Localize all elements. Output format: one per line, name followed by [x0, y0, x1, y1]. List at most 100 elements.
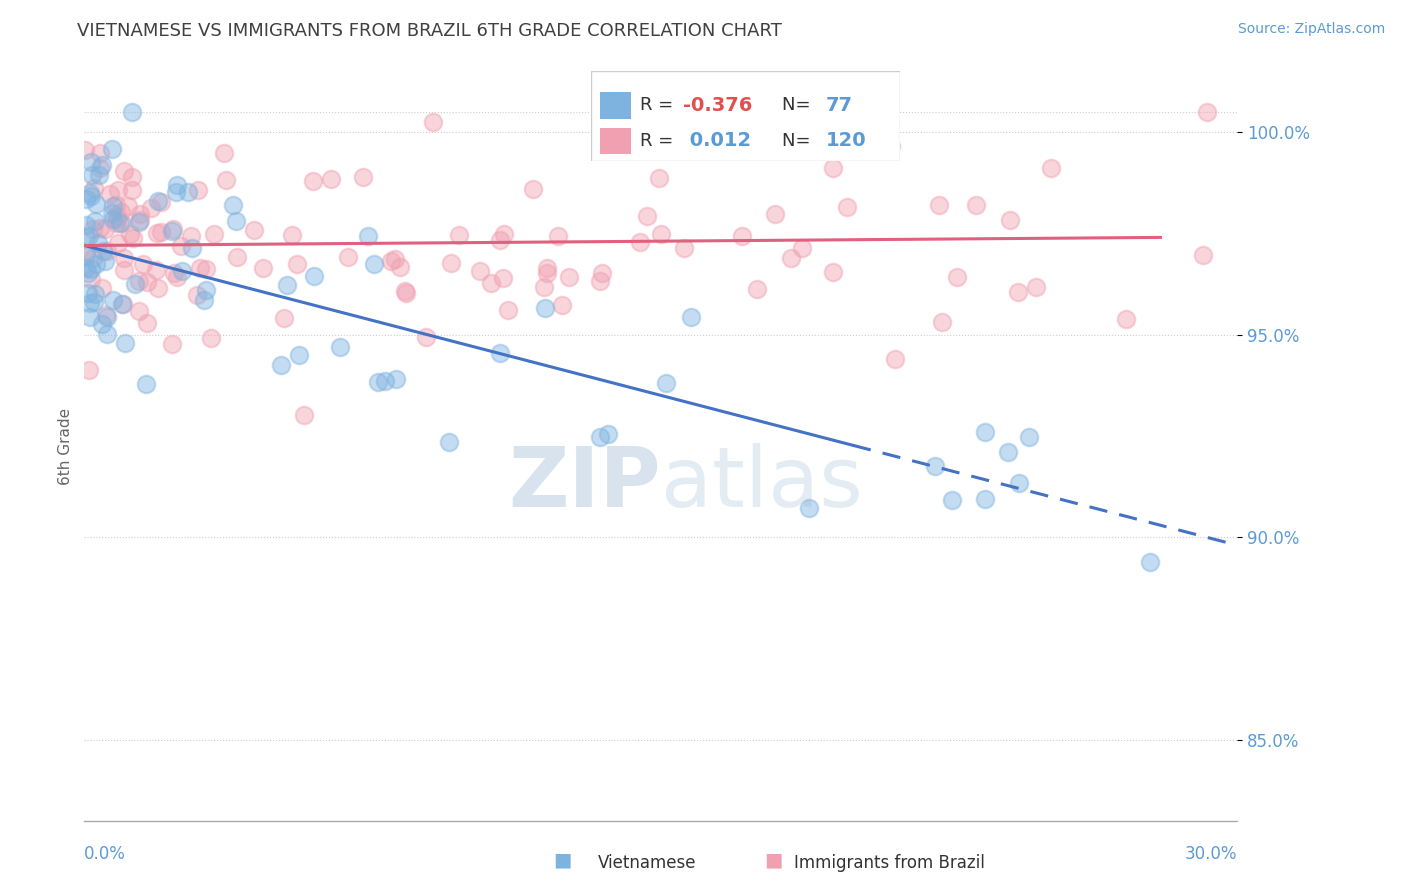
- Point: [103, 293, 125, 308]
- Y-axis label: 6th Grade: 6th Grade: [58, 408, 73, 484]
- Point: [422, 115, 444, 129]
- Point: [823, 161, 845, 175]
- Point: [84, 286, 107, 301]
- Point: [551, 298, 574, 312]
- Point: [177, 185, 200, 199]
- Point: [186, 288, 208, 302]
- Point: [166, 270, 188, 285]
- Point: [489, 345, 512, 359]
- Point: [292, 408, 315, 422]
- Text: N=: N=: [782, 132, 817, 150]
- Point: [149, 195, 172, 210]
- Point: [128, 275, 150, 289]
- Point: [101, 206, 124, 220]
- Point: [1007, 285, 1029, 299]
- Text: ZIP: ZIP: [509, 443, 661, 524]
- Point: [596, 426, 619, 441]
- Point: [89, 145, 111, 160]
- Point: [105, 216, 128, 230]
- Point: [112, 252, 135, 266]
- Point: [128, 304, 150, 318]
- Point: [1115, 312, 1137, 326]
- Point: [121, 104, 143, 119]
- Point: [146, 227, 169, 241]
- Point: [997, 445, 1019, 459]
- Point: [589, 430, 612, 444]
- Point: [880, 138, 903, 153]
- Point: [180, 229, 202, 244]
- Point: [82, 251, 104, 265]
- Point: [415, 329, 437, 343]
- Point: [481, 276, 503, 290]
- Bar: [600, 92, 631, 119]
- Point: [98, 186, 121, 201]
- Point: [90, 158, 112, 172]
- Point: [136, 275, 159, 289]
- Point: [437, 434, 460, 449]
- Point: [114, 336, 136, 351]
- Point: [96, 244, 118, 259]
- Point: [129, 207, 152, 221]
- Point: [226, 250, 249, 264]
- Point: [352, 169, 374, 184]
- Point: [946, 269, 969, 284]
- Text: Source: ZipAtlas.com: Source: ZipAtlas.com: [1237, 22, 1385, 37]
- Point: [356, 229, 378, 244]
- Text: 30.0%: 30.0%: [1185, 845, 1237, 863]
- Text: R =: R =: [640, 96, 679, 114]
- Point: [883, 352, 905, 367]
- Text: atlas: atlas: [661, 443, 862, 524]
- Point: [194, 262, 217, 277]
- Point: [974, 425, 997, 440]
- Text: 120: 120: [825, 131, 866, 151]
- Point: [96, 327, 118, 342]
- Point: [146, 194, 169, 208]
- Point: [273, 311, 295, 326]
- Point: [672, 241, 695, 255]
- Point: [170, 239, 193, 253]
- Point: [87, 235, 110, 250]
- Point: [121, 231, 143, 245]
- Point: [139, 201, 162, 215]
- Point: [780, 251, 803, 265]
- Point: [112, 263, 135, 277]
- Point: [928, 198, 950, 212]
- Point: [101, 142, 124, 156]
- Point: [110, 205, 132, 219]
- Point: [931, 315, 953, 329]
- Point: [145, 262, 167, 277]
- Point: [84, 213, 107, 227]
- Point: [440, 255, 463, 269]
- Point: [108, 216, 131, 230]
- Point: [1018, 430, 1040, 444]
- Point: [924, 458, 946, 473]
- Point: [588, 274, 610, 288]
- Point: [166, 178, 188, 193]
- Point: [385, 372, 408, 386]
- Point: [222, 198, 245, 212]
- Point: [302, 268, 325, 283]
- Point: [91, 317, 114, 331]
- Point: [536, 260, 558, 275]
- Point: [75, 230, 97, 244]
- Point: [745, 282, 768, 296]
- Point: [79, 295, 101, 310]
- Point: [112, 297, 135, 311]
- Point: [252, 261, 274, 276]
- Text: Immigrants from Brazil: Immigrants from Brazil: [794, 855, 986, 872]
- Point: [558, 269, 581, 284]
- Point: [380, 254, 402, 268]
- Point: [82, 222, 104, 236]
- Point: [302, 174, 325, 188]
- Point: [87, 169, 110, 183]
- Point: [75, 261, 97, 276]
- Point: [276, 278, 298, 293]
- Point: [679, 310, 702, 325]
- Point: [80, 189, 103, 203]
- Bar: [600, 128, 631, 154]
- Point: [135, 316, 157, 330]
- Point: [395, 286, 418, 301]
- Point: [77, 363, 100, 377]
- Point: [468, 263, 491, 277]
- Point: [533, 301, 555, 315]
